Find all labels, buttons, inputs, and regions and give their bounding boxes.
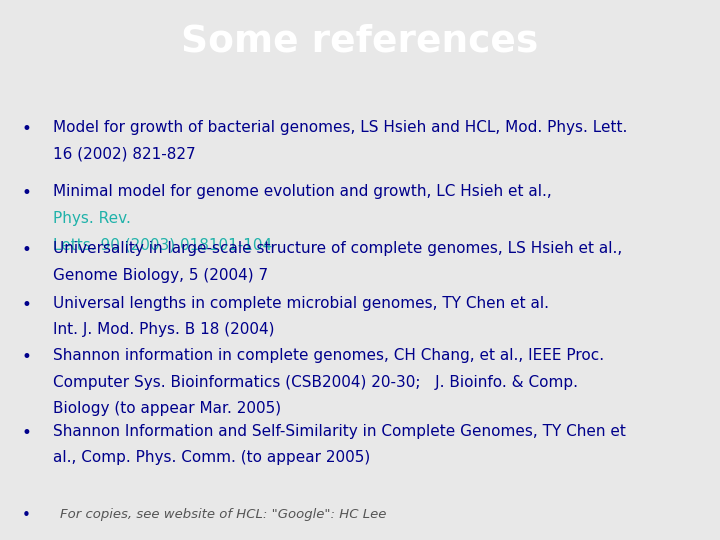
Text: •: • — [22, 424, 32, 442]
Text: •: • — [22, 348, 32, 366]
Text: •: • — [22, 296, 32, 314]
Text: Biology (to appear Mar. 2005): Biology (to appear Mar. 2005) — [53, 401, 281, 416]
Text: Int. J. Mod. Phys. B 18 (2004): Int. J. Mod. Phys. B 18 (2004) — [53, 322, 274, 338]
Text: Letts. 90 (2003) 018101-104: Letts. 90 (2003) 018101-104 — [53, 237, 271, 252]
Text: Universality in large-scale structure of complete genomes, LS Hsieh et al.,: Universality in large-scale structure of… — [53, 241, 622, 256]
Text: Model for growth of bacterial genomes, LS Hsieh and HCL, Mod. Phys. Lett.: Model for growth of bacterial genomes, L… — [53, 120, 627, 135]
Text: Shannon Information and Self-Similarity in Complete Genomes, TY Chen et: Shannon Information and Self-Similarity … — [53, 424, 626, 438]
Text: •: • — [22, 120, 32, 138]
Text: Universal lengths in complete microbial genomes, TY Chen et al.: Universal lengths in complete microbial … — [53, 296, 549, 311]
Text: 16 (2002) 821-827: 16 (2002) 821-827 — [53, 147, 195, 161]
Text: Genome Biology, 5 (2004) 7: Genome Biology, 5 (2004) 7 — [53, 268, 268, 282]
Text: For copies, see website of HCL: "Google": HC Lee: For copies, see website of HCL: "Google"… — [60, 508, 386, 521]
Text: Shannon information in complete genomes, CH Chang, et al., IEEE Proc.: Shannon information in complete genomes,… — [53, 348, 603, 363]
Text: Minimal model for genome evolution and growth, LC Hsieh et al.,: Minimal model for genome evolution and g… — [53, 184, 552, 199]
Text: •: • — [22, 184, 32, 202]
Text: Phys. Rev.: Phys. Rev. — [53, 211, 130, 226]
Text: •: • — [22, 508, 30, 523]
Text: Computer Sys. Bioinformatics (CSB2004) 20-30;   J. Bioinfo. & Comp.: Computer Sys. Bioinformatics (CSB2004) 2… — [53, 375, 577, 390]
Text: Some references: Some references — [181, 24, 539, 60]
Text: al., Comp. Phys. Comm. (to appear 2005): al., Comp. Phys. Comm. (to appear 2005) — [53, 450, 370, 465]
Text: •: • — [22, 241, 32, 259]
